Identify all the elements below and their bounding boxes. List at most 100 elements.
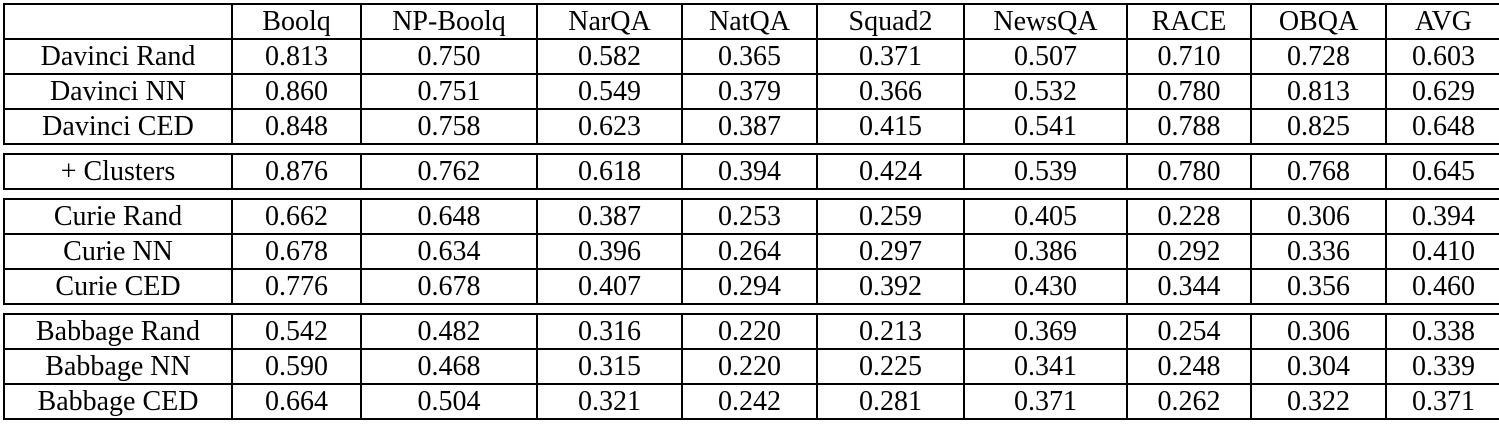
- value-cell: 0.848: [231, 108, 362, 145]
- column-header: NatQA: [681, 3, 818, 40]
- value-cell: 0.645: [1385, 153, 1499, 190]
- value-cell: 0.549: [536, 73, 683, 110]
- value-cell: 0.758: [360, 108, 538, 145]
- value-cell: 0.762: [360, 153, 538, 190]
- value-cell: 0.813: [231, 38, 362, 75]
- value-cell: 0.262: [1126, 383, 1252, 420]
- column-header: OBQA: [1250, 3, 1387, 40]
- value-cell: 0.264: [681, 233, 818, 270]
- value-cell: 0.788: [1126, 108, 1252, 145]
- value-cell: 0.253: [681, 198, 818, 235]
- value-cell: 0.304: [1250, 348, 1387, 385]
- value-cell: 0.504: [360, 383, 538, 420]
- value-cell: 0.220: [681, 348, 818, 385]
- table-group-3: Babbage Rand 0.542 0.482 0.316 0.220 0.213 0.3…: [3, 313, 1499, 420]
- value-cell: 0.825: [1250, 108, 1387, 145]
- value-cell: 0.648: [360, 198, 538, 235]
- value-cell: 0.394: [1385, 198, 1499, 235]
- value-cell: 0.338: [1385, 313, 1499, 350]
- value-cell: 0.306: [1250, 313, 1387, 350]
- value-cell: 0.366: [816, 73, 965, 110]
- value-cell: 0.590: [231, 348, 362, 385]
- value-cell: 0.662: [231, 198, 362, 235]
- value-cell: 0.322: [1250, 383, 1387, 420]
- value-cell: 0.371: [816, 38, 965, 75]
- column-header: RACE: [1126, 3, 1252, 40]
- value-cell: 0.634: [360, 233, 538, 270]
- value-cell: 0.392: [816, 268, 965, 305]
- value-cell: 0.294: [681, 268, 818, 305]
- value-cell: 0.648: [1385, 108, 1499, 145]
- row-label: Babbage Rand: [3, 313, 233, 350]
- value-cell: 0.371: [963, 383, 1128, 420]
- value-cell: 0.410: [1385, 233, 1499, 270]
- value-cell: 0.664: [231, 383, 362, 420]
- value-cell: 0.281: [816, 383, 965, 420]
- value-cell: 0.468: [360, 348, 538, 385]
- value-cell: 0.341: [963, 348, 1128, 385]
- results-table: Boolq NP-Boolq NarQA NatQA Squad2 NewsQA RACE O…: [3, 3, 1499, 420]
- value-cell: 0.259: [816, 198, 965, 235]
- value-cell: 0.254: [1126, 313, 1252, 350]
- table-row: Curie CED 0.776 0.678 0.407 0.294 0.392 0.430 0…: [3, 268, 1499, 305]
- value-cell: 0.387: [536, 198, 683, 235]
- value-cell: 0.542: [231, 313, 362, 350]
- value-cell: 0.532: [963, 73, 1128, 110]
- value-cell: 0.336: [1250, 233, 1387, 270]
- value-cell: 0.507: [963, 38, 1128, 75]
- value-cell: 0.306: [1250, 198, 1387, 235]
- value-cell: 0.228: [1126, 198, 1252, 235]
- table-row: Davinci CED 0.848 0.758 0.623 0.387 0.415 0.54…: [3, 108, 1499, 145]
- value-cell: 0.750: [360, 38, 538, 75]
- column-header: NarQA: [536, 3, 683, 40]
- value-cell: 0.248: [1126, 348, 1252, 385]
- table-row: Babbage NN 0.590 0.468 0.315 0.220 0.225 0.341…: [3, 348, 1499, 385]
- value-cell: 0.407: [536, 268, 683, 305]
- table-row: Babbage Rand 0.542 0.482 0.316 0.220 0.213 0.3…: [3, 313, 1499, 350]
- value-cell: 0.430: [963, 268, 1128, 305]
- value-cell: 0.371: [1385, 383, 1499, 420]
- column-header: Boolq: [231, 3, 362, 40]
- value-cell: 0.876: [231, 153, 362, 190]
- value-cell: 0.678: [231, 233, 362, 270]
- value-cell: 0.780: [1126, 153, 1252, 190]
- table-row: + Clusters 0.876 0.762 0.618 0.394 0.424 0.539…: [3, 153, 1499, 190]
- value-cell: 0.582: [536, 38, 683, 75]
- column-header: NP-Boolq: [360, 3, 538, 40]
- value-cell: 0.460: [1385, 268, 1499, 305]
- value-cell: 0.424: [816, 153, 965, 190]
- value-cell: 0.369: [963, 313, 1128, 350]
- row-label: Curie NN: [3, 233, 233, 270]
- row-label: Davinci NN: [3, 73, 233, 110]
- row-label: Babbage NN: [3, 348, 233, 385]
- value-cell: 0.321: [536, 383, 683, 420]
- table-group-0: Boolq NP-Boolq NarQA NatQA Squad2 NewsQA RACE O…: [3, 3, 1499, 145]
- value-cell: 0.225: [816, 348, 965, 385]
- value-cell: 0.220: [681, 313, 818, 350]
- value-cell: 0.623: [536, 108, 683, 145]
- value-cell: 0.387: [681, 108, 818, 145]
- value-cell: 0.768: [1250, 153, 1387, 190]
- row-label: + Clusters: [3, 153, 233, 190]
- value-cell: 0.242: [681, 383, 818, 420]
- value-cell: 0.405: [963, 198, 1128, 235]
- header-row: Boolq NP-Boolq NarQA NatQA Squad2 NewsQA RACE O…: [3, 3, 1499, 40]
- value-cell: 0.629: [1385, 73, 1499, 110]
- table-row: Curie NN 0.678 0.634 0.396 0.264 0.297 0.386 0.…: [3, 233, 1499, 270]
- value-cell: 0.618: [536, 153, 683, 190]
- value-cell: 0.728: [1250, 38, 1387, 75]
- value-cell: 0.339: [1385, 348, 1499, 385]
- row-label: Davinci CED: [3, 108, 233, 145]
- value-cell: 0.780: [1126, 73, 1252, 110]
- value-cell: 0.365: [681, 38, 818, 75]
- table-row: Davinci NN 0.860 0.751 0.549 0.379 0.366 0.532…: [3, 73, 1499, 110]
- table-row: Davinci Rand 0.813 0.750 0.582 0.365 0.371 0.5…: [3, 38, 1499, 75]
- value-cell: 0.315: [536, 348, 683, 385]
- value-cell: 0.415: [816, 108, 965, 145]
- row-label: Babbage CED: [3, 383, 233, 420]
- value-cell: 0.860: [231, 73, 362, 110]
- table-group-2: Curie Rand 0.662 0.648 0.387 0.253 0.259 0.405…: [3, 198, 1499, 305]
- value-cell: 0.710: [1126, 38, 1252, 75]
- value-cell: 0.386: [963, 233, 1128, 270]
